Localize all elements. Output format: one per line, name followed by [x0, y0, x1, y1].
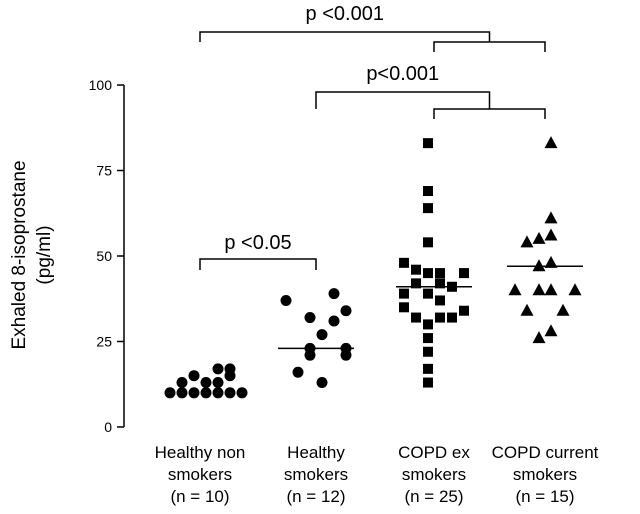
data-point	[340, 349, 352, 361]
y-tick-label: 25	[96, 334, 112, 350]
data-point	[212, 387, 224, 399]
data-point	[435, 268, 445, 279]
category-labels: Healthy non smokers (n = 10) Healthy smokers…	[155, 443, 599, 506]
category-label-line: smokers	[284, 465, 348, 484]
category-label-line: (n = 25)	[404, 487, 463, 506]
data-point	[544, 283, 558, 296]
data-point	[399, 288, 409, 299]
data-point	[236, 387, 248, 399]
data-point	[200, 387, 212, 399]
data-point	[568, 283, 582, 296]
data-point	[423, 319, 433, 330]
y-axis-unit: (pg/ml)	[34, 225, 55, 284]
category-label-line: smokers	[513, 465, 577, 484]
data-point	[316, 377, 328, 389]
data-point	[423, 268, 433, 279]
category-label-line: smokers	[168, 465, 232, 484]
category-label-line: (n = 10)	[170, 487, 229, 506]
data-point	[447, 281, 457, 292]
data-point	[212, 363, 224, 375]
data-point	[544, 255, 558, 268]
y-tick-label: 50	[96, 248, 112, 264]
data-point	[544, 324, 558, 337]
category-label-line: (n = 15)	[515, 487, 574, 506]
data-point	[532, 283, 546, 296]
category-label-line: (n = 12)	[286, 487, 345, 506]
significance-label: p <0.001	[306, 3, 384, 25]
data-point	[280, 294, 292, 306]
significance-label: p <0.05	[224, 232, 291, 254]
data-point	[399, 257, 409, 268]
significance-brackets: p <0.001 p<0.001 p <0.05	[199, 3, 546, 270]
significance-label: p<0.001	[366, 63, 439, 85]
data-point	[411, 278, 421, 289]
data-point	[423, 186, 433, 197]
data-point	[423, 288, 433, 299]
data-point	[188, 370, 200, 382]
significance-bracket	[199, 258, 317, 270]
data-point	[544, 136, 558, 149]
data-point	[316, 329, 328, 341]
significance-bracket	[199, 31, 546, 52]
category-label: Healthy smokers (n = 12)	[284, 443, 348, 506]
y-axis: 0 25 50 75 100	[89, 77, 125, 435]
data-point	[423, 237, 433, 248]
category-label-line: Healthy	[287, 443, 345, 462]
data-point	[435, 312, 445, 323]
category-label: COPD current smokers (n = 15)	[492, 443, 599, 506]
data-point	[423, 346, 433, 357]
data-point	[423, 363, 433, 374]
data-point	[200, 377, 212, 389]
significance-bracket	[315, 91, 546, 119]
category-label: Healthy non smokers (n = 10)	[155, 443, 246, 506]
data-point	[532, 231, 546, 244]
data-point	[224, 363, 236, 375]
data-point	[304, 349, 316, 361]
data-point	[556, 303, 570, 316]
data-point	[423, 203, 433, 214]
data-point	[411, 264, 421, 275]
data-point	[292, 366, 304, 378]
data-point	[188, 387, 200, 399]
category-label-line: COPD ex	[398, 443, 470, 462]
data-point	[520, 235, 534, 248]
data-point	[544, 228, 558, 241]
data-point	[399, 302, 409, 313]
y-tick-label: 75	[96, 163, 112, 179]
category-label-line: Healthy non	[155, 443, 246, 462]
data-point	[459, 268, 469, 279]
data-point	[423, 377, 433, 388]
data-point	[411, 312, 421, 323]
data-point	[212, 377, 224, 389]
data-point	[532, 331, 546, 344]
data-point	[328, 315, 340, 327]
data-point	[176, 377, 188, 389]
data-point	[423, 333, 433, 344]
data-point	[508, 283, 522, 296]
data-point	[176, 387, 188, 399]
category-label-line: smokers	[402, 465, 466, 484]
y-tick-label: 0	[104, 419, 112, 435]
data-point	[447, 312, 457, 323]
data-point	[328, 288, 340, 300]
data-point	[304, 312, 316, 324]
category-label-line: COPD current	[492, 443, 599, 462]
data-point	[423, 138, 433, 149]
y-axis-title: Exhaled 8-isoprostane	[9, 160, 30, 349]
data-point	[435, 278, 445, 289]
data-point	[164, 387, 176, 399]
data-point	[224, 387, 236, 399]
data-point	[520, 303, 534, 316]
category-label: COPD ex smokers (n = 25)	[398, 443, 470, 506]
data-point	[340, 305, 352, 317]
data-points	[164, 136, 582, 399]
data-point	[435, 295, 445, 306]
data-point	[532, 259, 546, 272]
y-axis-label: Exhaled 8-isoprostane (pg/ml)	[9, 160, 55, 349]
y-tick-label: 100	[89, 77, 113, 93]
data-point	[544, 211, 558, 224]
data-point	[459, 305, 469, 316]
